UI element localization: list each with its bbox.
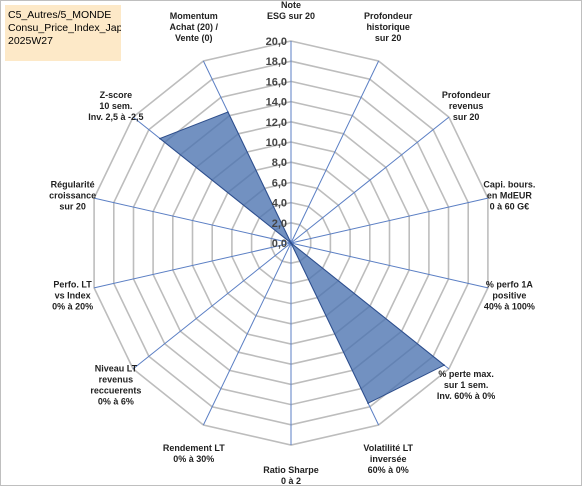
axis-label-13-line-0: Momentum [170,11,218,21]
tick-label-10: 20,0 [266,36,287,48]
spoke-9 [132,242,292,370]
spoke-11 [93,197,292,244]
radar-tick-labels: 0,0 2,0 4,0 6,0 8,0 10,0 12,0 14,0 16,0 18,0 20,0 [266,36,287,250]
axis-label-8-line-0: Rendement LT [163,443,225,453]
data-point-13 [227,111,229,113]
axis-label-13-line-2: Vente (0) [175,33,213,43]
tick-label-8: 16,0 [266,76,287,88]
title-line-1: C5_Autres/5_MONDE [8,9,112,21]
axis-label-9-line-2: reccuerents [90,386,141,396]
chart-title-box: C5_Autres/5_MONDE Consu_Price_Index_Japa… [5,5,121,61]
tick-label-9: 18,0 [266,56,287,68]
axis-label-7-line-1: 0 à 2 [281,476,301,486]
axis-label-4-line-1: positive [492,290,526,300]
axis-label-10-line-2: 0% à 20% [52,301,93,311]
axis-label-5-line-1: sur 1 sem. [444,380,489,390]
spoke-3 [290,197,489,244]
data-point-12 [159,137,161,140]
axis-label-10-line-0: Perfo. LT [53,279,92,289]
axis-label-11-line-2: sur 20 [59,202,86,212]
data-point-5 [443,364,446,367]
axis-label-8-line-1: 0% à 30% [173,454,214,464]
axis-label-8: Rendement LT0% à 30% [163,443,225,464]
axis-label-1-line-2: sur 20 [375,33,402,43]
spoke-2 [290,116,450,244]
tick-label-2: 4,0 [272,198,287,210]
axis-label-3-line-1: en MdEUR [487,191,533,201]
spoke-4 [290,242,489,289]
tick-label-3: 6,0 [272,177,287,189]
axis-label-9-line-0: Niveau LT [95,364,138,374]
axis-label-6-line-1: inversée [370,454,407,464]
spoke-1 [290,60,380,244]
tick-label-4: 8,0 [272,157,287,169]
axis-label-11-line-1: croissance [49,191,96,201]
data-point-6 [367,402,369,405]
axis-label-2-line-1: revenus [449,101,484,111]
axis-label-0-line-1: ESG sur 20 [267,11,315,21]
data-point-11 [290,242,292,244]
axis-label-10-line-1: vs Index [55,290,91,300]
axis-label-13-line-1: Achat (20) / [170,22,219,32]
axis-label-6-line-0: Volatilité LT [363,443,413,453]
title-line-3: 2025W27 [8,35,53,47]
axis-label-2-line-0: Profondeur [442,90,491,100]
axis-label-9-line-1: revenus [99,375,134,385]
title-line-2: Consu_Price_Index_Japan [8,22,121,34]
axis-label-6-line-2: 60% à 0% [368,465,409,475]
axis-label-5-line-0: % perte max. [438,369,494,379]
spoke-8 [202,242,292,426]
axis-label-1-line-0: Profondeur [364,11,413,21]
axis-label-9-line-3: 0% à 6% [98,397,134,407]
axis-label-12-line-1: 10 sem. [99,101,132,111]
axis-label-3-line-0: Capi. bours. [483,180,535,190]
spoke-10 [93,242,292,289]
axis-label-12-line-0: Z-score [100,90,133,100]
axis-label-4-line-0: % perfo 1A [486,279,534,289]
tick-label-0: 0,0 [272,238,287,250]
tick-label-6: 12,0 [266,117,287,129]
axis-label-3-line-2: 0 à 60 G€ [490,202,530,212]
tick-label-7: 14,0 [266,97,287,109]
axis-label-5-line-2: Inv. 60% à 0% [437,391,495,401]
axis-label-5: % perte max.sur 1 sem.Inv. 60% à 0% [437,369,495,401]
axis-label-12-line-2: Inv. 2,5 à -2,5 [88,112,143,122]
axis-label-0-line-0: Note [281,0,301,10]
radar-series [158,111,446,405]
tick-label-5: 10,0 [266,137,287,149]
axis-label-7-line-0: Ratio Sharpe [263,465,319,475]
tick-label-1: 2,0 [272,218,287,230]
axis-label-2-line-2: sur 20 [453,112,480,122]
axis-label-4-line-2: 40% à 100% [484,301,535,311]
axis-label-1-line-1: historique [366,22,410,32]
axis-label-11-line-0: Régularité [51,180,95,190]
